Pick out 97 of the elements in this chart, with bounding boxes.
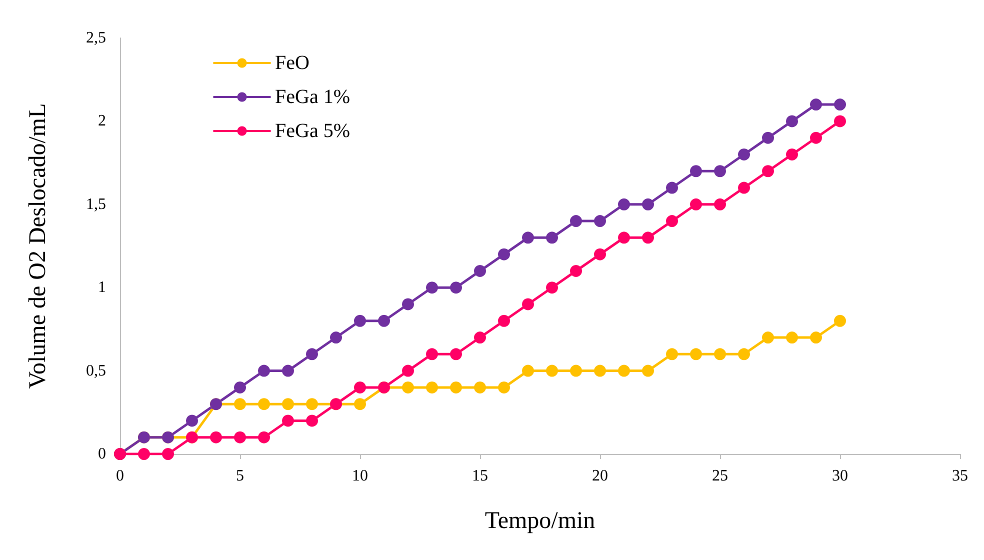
point	[402, 298, 414, 310]
point	[594, 215, 606, 228]
point	[714, 348, 726, 360]
point	[306, 414, 318, 427]
point	[714, 165, 726, 178]
point	[666, 215, 678, 228]
x-tick-label: 5	[236, 468, 244, 484]
x-tick-label: 15	[472, 468, 488, 484]
point	[210, 431, 222, 444]
point	[234, 398, 246, 410]
x-tick-label: 25	[712, 468, 728, 484]
point	[714, 198, 726, 210]
point	[306, 348, 318, 360]
point	[594, 248, 606, 260]
point	[618, 364, 630, 377]
point	[642, 364, 654, 377]
point	[522, 232, 534, 244]
point	[234, 431, 246, 444]
point	[474, 381, 486, 394]
x-tick-label: 10	[352, 468, 368, 484]
point	[378, 314, 390, 327]
point	[810, 98, 822, 111]
point	[474, 332, 486, 344]
point	[642, 198, 654, 210]
point	[666, 182, 678, 194]
point	[666, 348, 678, 360]
point	[522, 364, 534, 377]
y-tick-label: 0	[98, 446, 106, 462]
point	[642, 232, 654, 244]
point	[738, 148, 750, 160]
point	[594, 364, 606, 377]
point	[810, 332, 822, 344]
point	[570, 215, 582, 228]
y-axis-title: Volume de O2 Deslocado/mL	[25, 103, 51, 389]
point	[282, 414, 294, 427]
point	[498, 314, 510, 327]
point	[546, 282, 558, 294]
point	[738, 182, 750, 194]
point	[402, 364, 414, 377]
legend-label: FeGa 1%	[275, 86, 350, 108]
point	[282, 398, 294, 410]
point	[618, 198, 630, 210]
point	[834, 98, 846, 111]
y-tick-label: 1	[98, 279, 106, 296]
x-tick-label: 20	[592, 468, 608, 484]
y-tick-label: 2,5	[86, 30, 106, 46]
point	[426, 381, 438, 394]
point	[450, 381, 462, 394]
x-axis-title: Tempo/min	[484, 508, 596, 534]
point	[762, 332, 774, 344]
point	[498, 381, 510, 394]
legend-label: FeO	[275, 52, 310, 74]
point	[690, 348, 702, 360]
point	[690, 198, 702, 210]
point	[762, 165, 774, 178]
point	[354, 314, 366, 327]
point	[450, 282, 462, 294]
point	[786, 332, 798, 344]
point	[522, 298, 534, 310]
point	[354, 381, 366, 394]
point	[354, 398, 366, 410]
point	[258, 431, 270, 444]
point	[330, 332, 342, 344]
point	[834, 115, 846, 128]
point	[546, 232, 558, 244]
point	[234, 381, 246, 394]
point	[690, 165, 702, 178]
point	[834, 314, 846, 327]
point	[186, 414, 198, 427]
y-tick-label: 1,5	[86, 196, 106, 213]
point	[570, 364, 582, 377]
legend-label: FeGa 5%	[275, 120, 350, 142]
point	[450, 348, 462, 360]
point	[570, 264, 582, 277]
point	[306, 398, 318, 410]
point	[258, 398, 270, 410]
point	[738, 348, 750, 360]
x-tick-label: 30	[832, 468, 848, 484]
y-tick-label: 0,5	[86, 362, 106, 380]
point	[498, 248, 510, 260]
point	[618, 232, 630, 244]
point	[786, 115, 798, 128]
point	[426, 282, 438, 294]
y-tick-label: 2	[98, 112, 106, 130]
point	[762, 132, 774, 144]
point	[474, 264, 486, 277]
x-tick-label: 35	[952, 468, 968, 484]
point	[162, 448, 174, 460]
point	[138, 448, 150, 460]
point	[546, 364, 558, 377]
point	[426, 348, 438, 360]
point	[786, 148, 798, 160]
x-tick-label: 0	[116, 468, 124, 484]
point	[258, 364, 270, 377]
point	[402, 381, 414, 394]
point	[810, 132, 822, 144]
point	[282, 364, 294, 377]
